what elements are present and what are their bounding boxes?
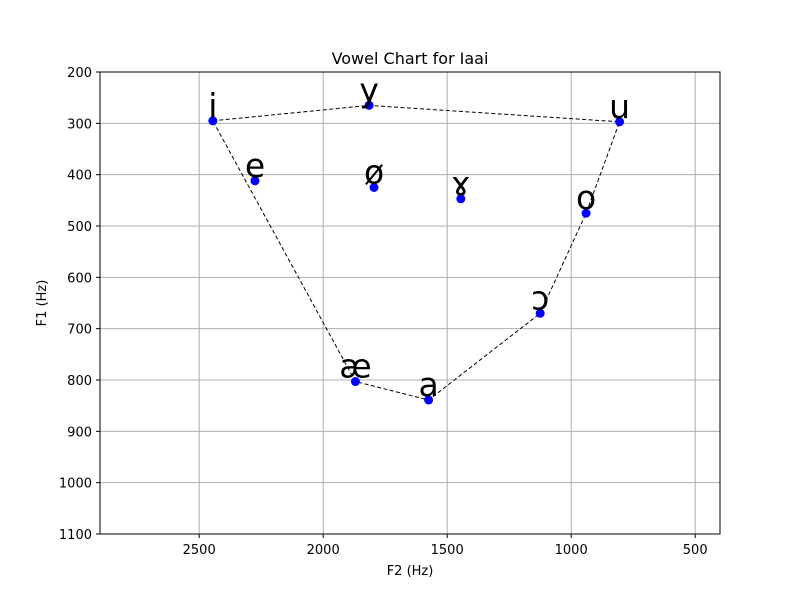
vowel-point bbox=[208, 116, 218, 126]
y-tick-label: 1100 bbox=[59, 528, 92, 543]
vowel-outline-line bbox=[212, 104, 621, 401]
x-axis-label: F2 (Hz) bbox=[387, 564, 434, 579]
y-tick-label: 800 bbox=[67, 374, 92, 389]
y-tick-label: 300 bbox=[67, 117, 92, 132]
y-tick-label: 900 bbox=[67, 425, 92, 440]
y-tick-label: 200 bbox=[67, 66, 92, 81]
vowel-point bbox=[369, 183, 379, 192]
vowel-point bbox=[535, 308, 545, 318]
x-tick-label: 1000 bbox=[555, 543, 588, 558]
vowel-outline bbox=[212, 104, 621, 401]
y-tick-label: 400 bbox=[67, 169, 92, 184]
y-axis-ticks: 200 300 400 500 600 700 800 900 1000 1100 bbox=[59, 66, 100, 543]
vowel-label: ɔ bbox=[531, 278, 549, 317]
y-tick-label: 600 bbox=[67, 271, 92, 286]
vowel-label: æ bbox=[339, 347, 371, 386]
vowel-label: y bbox=[359, 70, 379, 109]
vowel-label: i bbox=[208, 86, 217, 125]
vowel-label: o bbox=[576, 178, 596, 217]
y-tick-label: 500 bbox=[67, 220, 92, 235]
vowel-labels: i y u e ø ɤ o ɔ æ a bbox=[208, 70, 630, 404]
vowel-point bbox=[364, 100, 374, 110]
y-axis-label: F1 (Hz) bbox=[35, 280, 50, 327]
vowel-label: ɤ bbox=[451, 164, 471, 203]
vowel-label: e bbox=[245, 146, 265, 185]
vowel-point bbox=[250, 176, 260, 186]
chart-title: Vowel Chart for Iaai bbox=[332, 49, 489, 68]
x-tick-label: 2500 bbox=[183, 543, 216, 558]
x-tick-label: 1500 bbox=[431, 543, 464, 558]
vowel-point bbox=[615, 117, 625, 127]
plot-frame bbox=[99, 71, 721, 535]
vowel-label: u bbox=[609, 87, 630, 126]
vowel-points bbox=[208, 100, 625, 405]
vowel-point bbox=[350, 377, 360, 387]
y-tick-label: 1000 bbox=[59, 477, 92, 492]
x-axis-ticks: 2500 2000 1500 1000 500 bbox=[183, 534, 708, 558]
x-tick-label: 2000 bbox=[307, 543, 340, 558]
vowel-label: a bbox=[418, 365, 438, 404]
y-tick-label: 700 bbox=[67, 323, 92, 338]
x-tick-label: 500 bbox=[683, 543, 708, 558]
vowel-point bbox=[424, 395, 434, 405]
vowel-label: ø bbox=[364, 153, 384, 192]
vowel-point bbox=[581, 208, 591, 218]
vowel-point bbox=[456, 194, 466, 204]
